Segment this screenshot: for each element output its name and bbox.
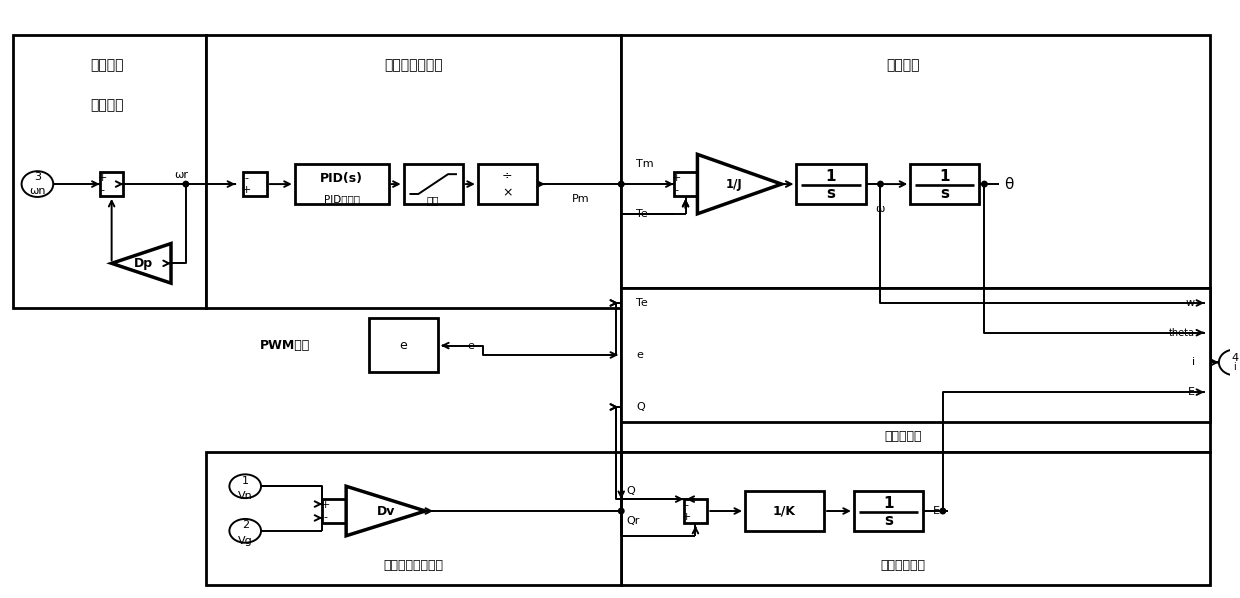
FancyBboxPatch shape <box>322 499 346 523</box>
FancyBboxPatch shape <box>683 499 707 523</box>
Text: E: E <box>932 506 940 516</box>
Text: 1: 1 <box>242 476 249 486</box>
Ellipse shape <box>1219 349 1240 376</box>
FancyBboxPatch shape <box>206 35 621 308</box>
Circle shape <box>877 181 884 188</box>
Text: -: - <box>244 173 248 183</box>
Polygon shape <box>112 243 171 283</box>
Ellipse shape <box>21 171 53 197</box>
Text: 电压下垂调节步骤: 电压下垂调节步骤 <box>383 559 444 572</box>
Text: 调节步骤: 调节步骤 <box>91 98 124 112</box>
Text: e: e <box>636 350 644 360</box>
Text: Te: Te <box>636 298 647 308</box>
Text: 励磁调节步骤: 励磁调节步骤 <box>880 559 926 572</box>
Text: i: i <box>1192 358 1195 367</box>
Circle shape <box>940 508 946 514</box>
Text: -: - <box>675 185 678 195</box>
Text: PID控制器: PID控制器 <box>324 194 360 204</box>
FancyBboxPatch shape <box>621 35 1210 308</box>
Ellipse shape <box>229 519 262 543</box>
FancyBboxPatch shape <box>99 172 124 196</box>
Text: 1: 1 <box>940 169 950 184</box>
Circle shape <box>618 181 625 188</box>
Text: s: s <box>884 514 893 529</box>
Text: θ: θ <box>1004 176 1013 191</box>
Text: ×: × <box>502 187 512 199</box>
Text: ωn: ωn <box>30 186 46 196</box>
Text: PWM步骤: PWM步骤 <box>259 339 310 352</box>
Text: 1/J: 1/J <box>727 178 743 191</box>
Text: s: s <box>827 187 836 202</box>
Text: Tm: Tm <box>636 159 653 169</box>
FancyBboxPatch shape <box>673 172 697 196</box>
Text: Pm: Pm <box>572 194 589 204</box>
FancyBboxPatch shape <box>403 164 463 204</box>
Circle shape <box>981 181 988 188</box>
Text: E: E <box>1188 387 1195 397</box>
FancyBboxPatch shape <box>243 172 267 196</box>
Text: +: + <box>672 173 681 183</box>
Text: 1/K: 1/K <box>773 505 796 517</box>
Text: -: - <box>324 512 327 522</box>
Text: 转动方程: 转动方程 <box>887 58 920 72</box>
Text: PID(s): PID(s) <box>320 172 363 185</box>
Polygon shape <box>697 154 781 214</box>
Text: theta: theta <box>1169 328 1195 338</box>
Text: Dp: Dp <box>134 257 153 270</box>
Text: 频率下垂: 频率下垂 <box>91 58 124 72</box>
Text: +: + <box>682 512 691 522</box>
FancyBboxPatch shape <box>621 288 1210 451</box>
Ellipse shape <box>229 474 262 498</box>
Text: s: s <box>940 187 950 202</box>
Text: Vn: Vn <box>238 491 253 501</box>
Text: Vg: Vg <box>238 536 253 546</box>
FancyBboxPatch shape <box>621 451 1210 585</box>
Text: 发电机方程: 发电机方程 <box>884 430 923 443</box>
Text: 1: 1 <box>883 496 894 511</box>
FancyBboxPatch shape <box>370 318 438 373</box>
Text: e: e <box>467 341 475 350</box>
Text: 4: 4 <box>1231 353 1239 364</box>
FancyBboxPatch shape <box>621 288 1210 422</box>
FancyBboxPatch shape <box>295 164 388 204</box>
Text: +: + <box>98 173 108 183</box>
Text: ω: ω <box>875 204 885 214</box>
FancyBboxPatch shape <box>206 451 621 585</box>
Text: 限幅: 限幅 <box>427 195 439 205</box>
Text: Dv: Dv <box>377 505 394 517</box>
FancyBboxPatch shape <box>745 491 825 531</box>
Text: Q: Q <box>626 486 635 496</box>
FancyBboxPatch shape <box>910 164 980 204</box>
Text: 3: 3 <box>33 172 41 182</box>
Circle shape <box>618 508 625 514</box>
Text: Q: Q <box>636 402 645 412</box>
Text: Qr: Qr <box>626 516 640 526</box>
Text: 2: 2 <box>242 520 249 530</box>
Text: e: e <box>399 338 408 352</box>
Text: ωr: ωr <box>174 170 188 180</box>
Text: 柴油机调节步骤: 柴油机调节步骤 <box>384 58 443 72</box>
Text: i: i <box>1234 362 1236 373</box>
FancyBboxPatch shape <box>477 164 537 204</box>
FancyBboxPatch shape <box>854 491 923 531</box>
Text: +: + <box>242 185 250 195</box>
Text: ÷: ÷ <box>502 169 513 182</box>
Text: 1: 1 <box>826 169 836 184</box>
Text: +: + <box>321 500 330 510</box>
Text: -: - <box>100 185 104 195</box>
FancyBboxPatch shape <box>796 164 866 204</box>
Text: Te: Te <box>636 209 647 219</box>
Polygon shape <box>346 486 425 536</box>
Text: w: w <box>1185 298 1195 308</box>
Text: -: - <box>684 500 688 510</box>
FancyBboxPatch shape <box>12 35 206 308</box>
Circle shape <box>182 181 190 188</box>
